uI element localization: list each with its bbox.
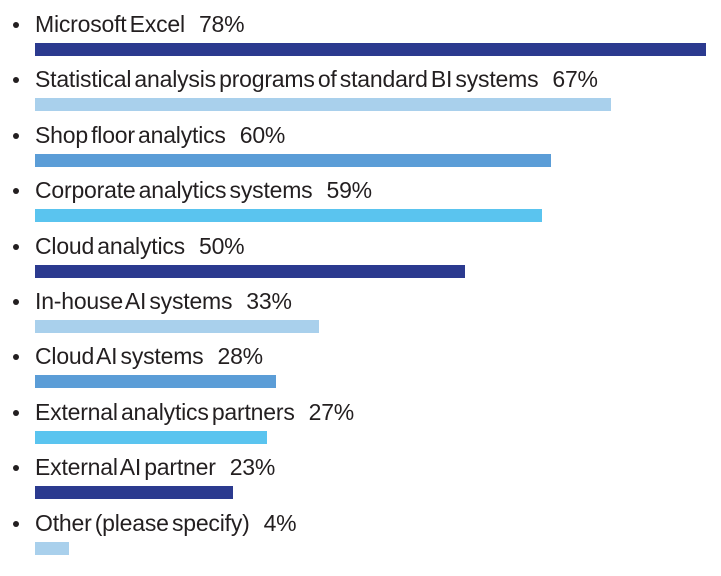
item-label: Other (please specify) [35,509,250,536]
bullet-icon [13,298,19,305]
chart-item: Microsoft Excel 78% [0,11,721,66]
bullet-icon [13,188,19,195]
item-label-row: Statistical analysis programs of standar… [35,66,721,93]
chart-item: External analytics partners 27% [0,399,721,454]
item-label-row: Shop floor analytics 60% [35,122,721,149]
item-label: In-house AI systems [35,287,233,314]
item-value: 59% [326,177,372,204]
item-label: Corporate analytics systems [35,177,313,204]
item-label: Shop floor analytics [35,121,226,148]
item-value: 60% [239,121,286,148]
chart-item: Shop floor analytics 60% [0,122,721,177]
item-bar [35,541,70,555]
item-bar [35,375,276,389]
bullet-icon [13,132,19,139]
item-bar [35,209,543,223]
item-value: 78% [198,11,245,37]
item-label-row: Microsoft Excel 78% [35,11,721,38]
chart-item: Cloud AI systems 28% [0,343,721,398]
bullet-icon [13,354,19,361]
item-label: External AI partner [35,454,216,481]
item-bar [35,98,612,112]
chart-item: Other (please specify) 4% [0,510,721,565]
item-value: 27% [308,398,355,425]
chart-item: Statistical analysis programs of standar… [0,66,721,121]
item-bar [35,153,551,167]
bullet-icon [13,77,19,84]
bullet-icon [13,409,19,416]
item-value: 67% [552,66,598,93]
item-value: 4% [263,509,297,536]
item-label-row: Corporate analytics systems 59% [35,177,721,204]
item-bar [35,264,465,278]
item-label-row: External AI partner 23% [35,454,721,481]
item-label-row: In-house AI systems 33% [35,288,721,315]
item-label: Cloud AI systems [35,343,204,370]
bullet-icon [13,22,19,28]
bullet-icon [13,243,19,250]
chart-item: External AI partner 23% [0,454,721,509]
item-label-row: Cloud AI systems 28% [35,343,721,370]
chart-item: In-house AI systems 33% [0,288,721,343]
bullet-icon [13,520,19,527]
item-label: Microsoft Excel [35,11,185,37]
item-bar [35,430,268,444]
chart-item: Cloud analytics 50% [0,233,721,288]
item-label: Statistical analysis programs of standar… [35,66,539,93]
item-label: Cloud analytics [35,232,185,259]
item-value: 50% [198,232,245,259]
item-label: External analytics partners [35,398,295,425]
item-value: 23% [229,454,276,481]
item-value: 33% [246,287,292,314]
item-label-row: Other (please specify) 4% [35,510,721,537]
chart-item: Corporate analytics systems 59% [0,177,721,232]
item-label-row: Cloud analytics 50% [35,233,721,260]
bullet-icon [13,465,19,472]
item-bar [35,319,319,333]
item-bar [35,43,706,56]
item-bar [35,486,233,500]
item-value: 28% [217,343,263,370]
item-label-row: External analytics partners 27% [35,399,721,426]
